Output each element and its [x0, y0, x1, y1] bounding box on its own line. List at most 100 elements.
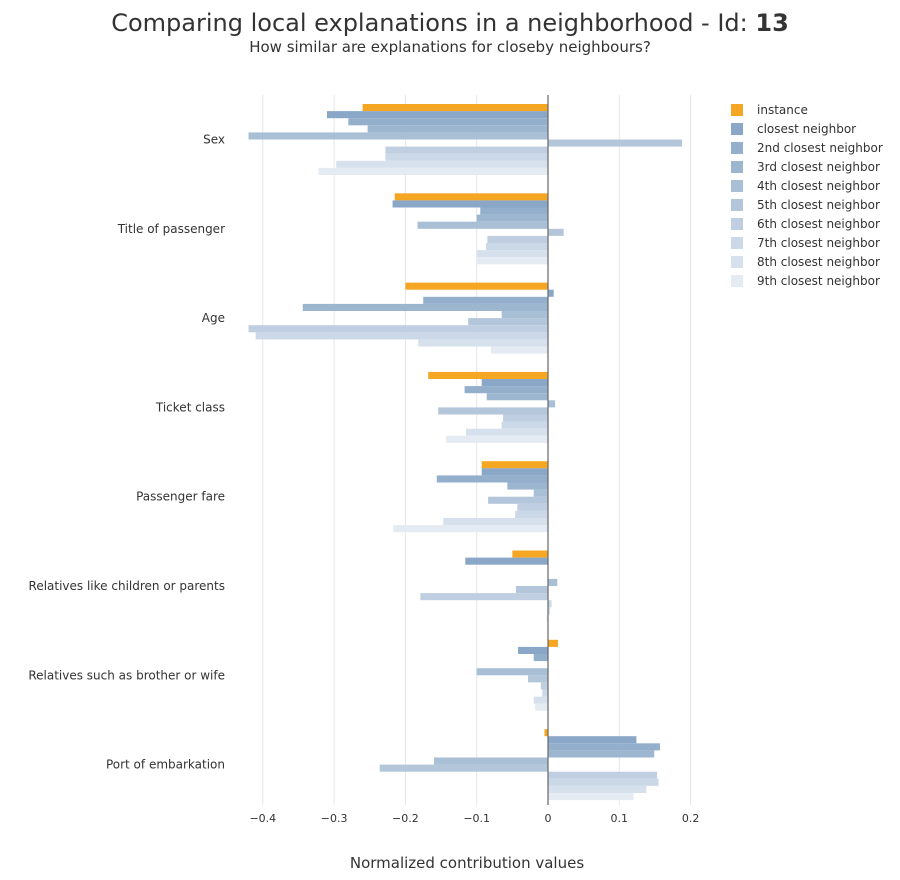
legend-item: 3rd closest neighbor	[731, 160, 880, 174]
bar	[433, 757, 548, 765]
bar	[446, 435, 548, 443]
category-label: Ticket class	[155, 400, 225, 414]
bar	[436, 475, 548, 483]
legend: instance closest neighbor 2nd closest neig…	[731, 103, 883, 288]
bar	[480, 207, 548, 215]
bar	[385, 146, 548, 154]
bar	[507, 482, 548, 490]
legend-item: 5th closest neighbor	[731, 198, 880, 212]
legend-swatch	[731, 161, 743, 173]
bar	[548, 793, 634, 801]
x-tick-label: 0.2	[682, 812, 700, 825]
legend-item: closest neighbor	[731, 122, 856, 136]
bar	[533, 696, 548, 704]
bar	[548, 743, 660, 751]
legend-item: 4th closest neighbor	[731, 179, 880, 193]
bar	[418, 339, 548, 347]
legend-label: 9th closest neighbor	[757, 274, 880, 288]
x-tick-label: −0.3	[321, 812, 348, 825]
legend-item: 9th closest neighbor	[731, 274, 880, 288]
category-label: Relatives like children or parents	[29, 579, 225, 593]
bar	[503, 414, 548, 422]
bar	[255, 332, 549, 340]
legend-label: 6th closest neighbor	[757, 217, 880, 231]
bar	[488, 496, 548, 504]
bar	[535, 703, 548, 711]
bar	[393, 525, 548, 533]
legend-swatch	[731, 123, 743, 135]
chart-subtitle: How similar are explanations for closeby…	[249, 38, 651, 56]
bar	[423, 296, 548, 304]
bar-group	[476, 639, 558, 711]
legend-swatch	[731, 142, 743, 154]
bar	[540, 682, 548, 690]
legend-label: 8th closest neighbor	[757, 255, 880, 269]
bar	[533, 489, 548, 497]
bar	[548, 736, 637, 744]
bar-group	[248, 104, 683, 175]
bar	[548, 139, 683, 147]
bar-group	[379, 729, 660, 801]
bar	[420, 593, 548, 601]
bar	[548, 228, 564, 236]
bar	[348, 118, 548, 126]
bar	[476, 668, 548, 676]
bar	[486, 393, 548, 401]
legend-label: instance	[757, 103, 808, 117]
x-tick-label: 0.1	[611, 812, 629, 825]
bar	[336, 160, 548, 168]
bar	[318, 167, 548, 175]
legend-label: 3rd closest neighbor	[757, 160, 880, 174]
legend-swatch	[731, 199, 743, 211]
bar	[476, 214, 548, 222]
legend-swatch	[731, 104, 743, 116]
bar	[501, 421, 548, 429]
bar	[548, 785, 647, 793]
bar	[302, 303, 548, 311]
legend-item: 7th closest neighbor	[731, 236, 880, 250]
bar	[548, 771, 658, 779]
bar	[476, 257, 548, 265]
category-label: Passenger fare	[136, 490, 225, 504]
legend-swatch	[731, 237, 743, 249]
bars	[248, 104, 683, 801]
legend-item: instance	[731, 103, 808, 117]
bar-group	[428, 371, 556, 443]
bar	[518, 646, 548, 654]
bar	[528, 675, 548, 683]
category-label: Relatives such as brother or wife	[28, 668, 225, 682]
bar	[362, 104, 548, 112]
bar	[481, 468, 548, 476]
x-tick-label: −0.4	[249, 812, 276, 825]
chart-title: Comparing local explanations in a neighb…	[111, 9, 789, 37]
bar-group	[420, 550, 558, 622]
bar	[465, 557, 548, 565]
legend-label: 5th closest neighbor	[757, 198, 880, 212]
bar	[485, 243, 548, 251]
bar	[468, 318, 548, 326]
bar	[379, 764, 548, 772]
bar	[443, 518, 548, 526]
bar	[428, 371, 548, 379]
bar	[466, 428, 548, 436]
x-tick-label: −0.1	[463, 812, 490, 825]
chart-title-id: 13	[755, 9, 788, 37]
bar	[501, 311, 548, 319]
bar	[548, 607, 551, 615]
bar	[487, 235, 548, 243]
chart-title-prefix: Comparing local explanations in a neighb…	[111, 9, 755, 37]
bar	[490, 346, 548, 354]
bar	[326, 111, 548, 119]
legend-label: 4th closest neighbor	[757, 179, 880, 193]
category-label: Port of embarkation	[106, 758, 225, 772]
bar	[515, 510, 548, 518]
category-labels: Sex Title of passenger Age Ticket class Pass…	[28, 133, 225, 772]
bar	[464, 386, 548, 394]
bar	[548, 400, 556, 408]
bar	[548, 639, 558, 647]
bar	[533, 654, 548, 662]
bar	[392, 200, 548, 208]
bar	[248, 325, 549, 333]
x-axis-ticks: −0.4 −0.3 −0.2 −0.1 0 0.1 0.2	[249, 812, 699, 825]
